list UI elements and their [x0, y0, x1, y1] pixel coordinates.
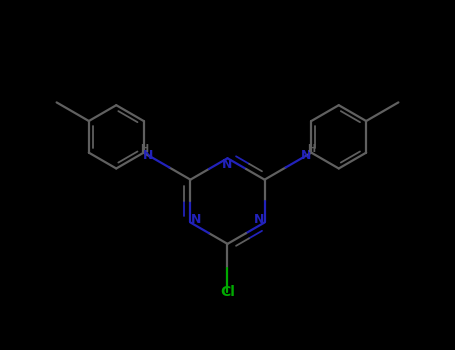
Text: N: N	[222, 159, 233, 172]
Text: N: N	[253, 212, 264, 226]
Text: N: N	[143, 149, 154, 162]
Text: N: N	[191, 212, 202, 226]
Text: H: H	[140, 145, 148, 154]
Text: H: H	[307, 145, 315, 154]
Text: Cl: Cl	[220, 285, 235, 299]
Text: N: N	[301, 149, 312, 162]
